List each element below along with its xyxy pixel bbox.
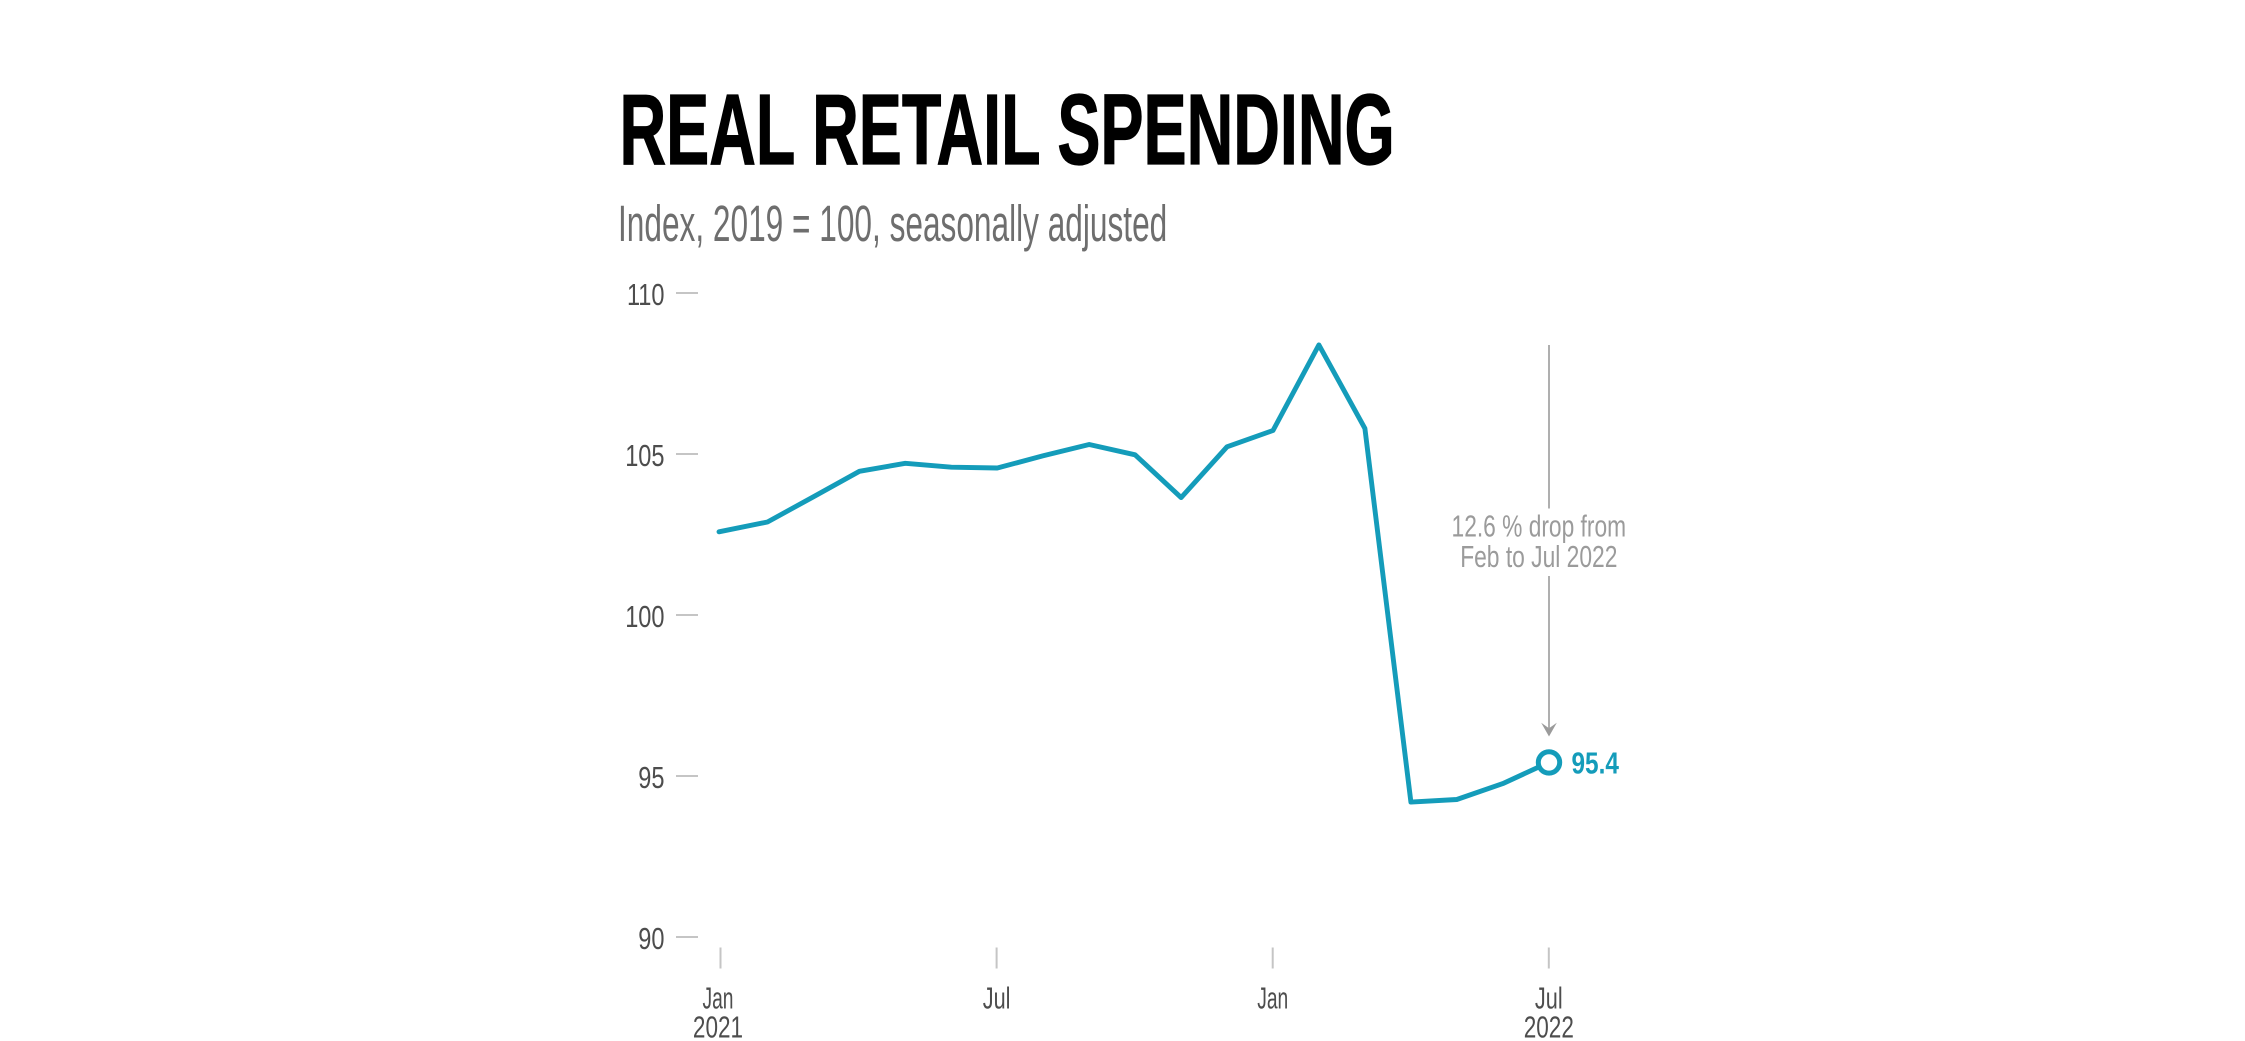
svg-text:REAL RETAIL SPENDING: REAL RETAIL SPENDING [620,74,1395,186]
svg-text:2022: 2022 [1524,1009,1574,1041]
svg-text:105: 105 [625,438,664,473]
svg-text:2021: 2021 [693,1009,743,1041]
svg-text:110: 110 [627,277,665,312]
svg-text:12.6 % drop from: 12.6 % drop from [1452,508,1627,543]
svg-text:100: 100 [625,599,664,634]
svg-text:Index, 2019 = 100, seasonally: Index, 2019 = 100, seasonally adjusted [618,195,1167,251]
svg-text:Jul: Jul [1535,980,1563,1015]
svg-text:Jan: Jan [1257,982,1288,1016]
svg-text:95.4: 95.4 [1572,746,1620,780]
svg-text:Jul: Jul [983,980,1011,1015]
svg-text:Feb to Jul 2022: Feb to Jul 2022 [1460,539,1617,574]
svg-text:95: 95 [638,760,664,795]
svg-text:90: 90 [638,921,664,956]
svg-text:Jan: Jan [703,982,734,1016]
